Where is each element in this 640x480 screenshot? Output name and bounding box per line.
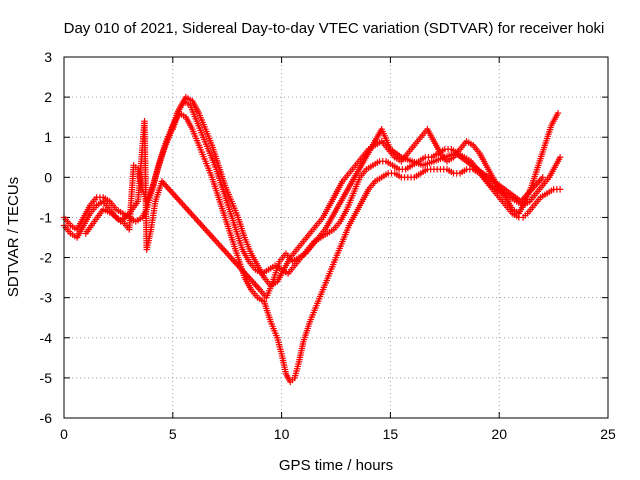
- y-axis-label: SDTVAR / TECUs: [5, 177, 22, 297]
- data-point: [554, 109, 562, 117]
- x-tick-label: 25: [600, 426, 616, 442]
- data-point: [556, 154, 564, 161]
- x-axis-label: GPS time / hours: [279, 457, 393, 474]
- series-trace-b: [60, 109, 564, 386]
- tick-labels: 0 5 10 15 20 25 -6 -5 -4 -3 -2 -1 0 1 2 3: [40, 49, 616, 442]
- plot-frame: [63, 56, 609, 419]
- y-tick-label: 1: [44, 129, 52, 145]
- x-tick-label: 0: [60, 426, 68, 442]
- axis-ticks: [63, 56, 609, 419]
- data-point: [539, 174, 546, 181]
- y-tick-label: 3: [44, 49, 52, 65]
- x-tick-label: 5: [169, 426, 177, 442]
- y-tick-label: -6: [40, 410, 53, 426]
- y-tick-label: -4: [40, 330, 53, 346]
- y-tick-label: 2: [44, 89, 52, 105]
- y-tick-label: -1: [40, 209, 53, 225]
- y-tick-label: -3: [40, 290, 53, 306]
- x-tick-label: 20: [491, 426, 507, 442]
- data-points: [60, 93, 564, 386]
- grid: [64, 57, 608, 418]
- y-tick-label: -2: [40, 250, 53, 266]
- series-trace-d: [82, 117, 546, 301]
- y-tick-label: 0: [44, 169, 52, 185]
- x-tick-label: 15: [383, 426, 399, 442]
- y-tick-label: -5: [40, 370, 53, 386]
- x-tick-label: 10: [274, 426, 290, 442]
- chart-title: Day 010 of 2021, Sidereal Day-to-day VTE…: [64, 20, 605, 37]
- data-point: [556, 186, 564, 193]
